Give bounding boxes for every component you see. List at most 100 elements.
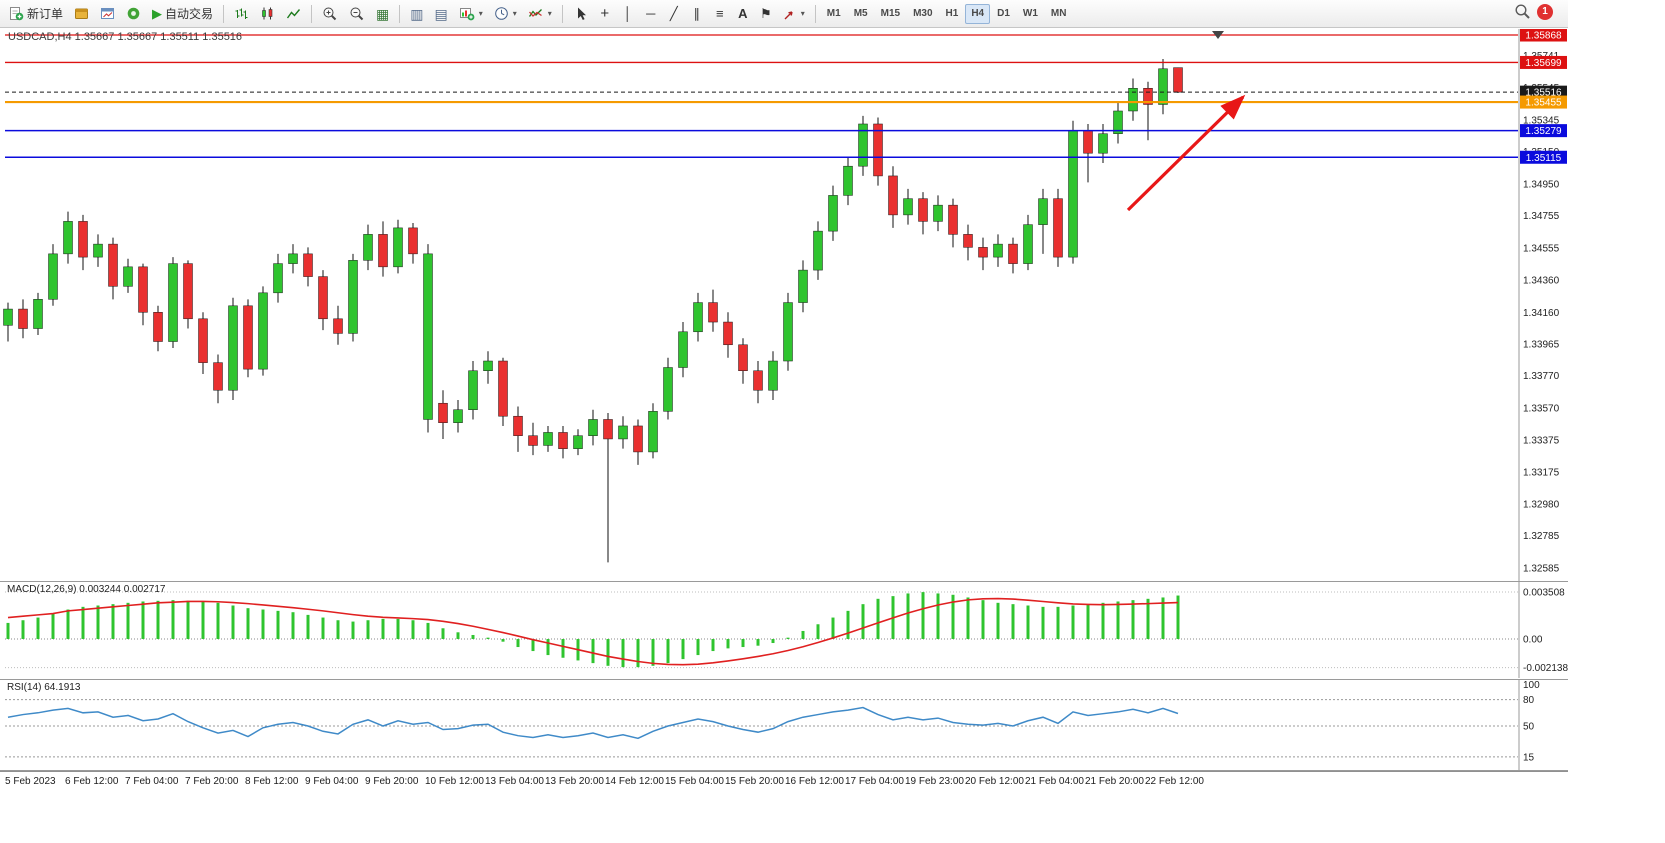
- channel-tool-button[interactable]: ∥: [686, 3, 708, 25]
- macd-histogram-bar: [201, 601, 205, 639]
- timeframe-M30[interactable]: M30: [907, 4, 938, 24]
- candle: [1053, 188, 1063, 267]
- new-order-button[interactable]: 新订单: [4, 3, 68, 25]
- candle: [783, 292, 793, 371]
- dropdown-caret: ▾: [512, 9, 517, 18]
- time-label: 5 Feb 2023: [5, 776, 56, 787]
- rsi-label: RSI(14) 64.1913: [7, 682, 80, 693]
- tile-windows-button[interactable]: ▥: [405, 3, 428, 25]
- time-label: 13 Feb 20:00: [545, 776, 604, 787]
- candle: [1068, 120, 1078, 264]
- trendline-tool-button[interactable]: ╱: [663, 3, 685, 25]
- macd-histogram-bar: [111, 604, 115, 639]
- macd-histogram-bar: [321, 617, 325, 639]
- chart-window-button[interactable]: [95, 3, 120, 25]
- price-level-box: 1.35516: [1520, 85, 1567, 99]
- macd-histogram-bar: [96, 605, 100, 639]
- time-label: 8 Feb 12:00: [245, 776, 299, 787]
- cursor-tool-button[interactable]: [568, 3, 593, 25]
- timeframe-H4[interactable]: H4: [965, 3, 991, 24]
- notifications-badge[interactable]: 1: [1537, 3, 1553, 20]
- candle: [918, 192, 928, 235]
- timeframe-D1[interactable]: D1: [991, 4, 1016, 24]
- candle: [708, 289, 718, 332]
- line-chart-button[interactable]: [281, 3, 306, 25]
- candle: [273, 253, 283, 303]
- candlestick-chart-button[interactable]: [255, 3, 280, 25]
- candle: [1083, 123, 1093, 183]
- candlestick-chart-icon: [262, 7, 273, 20]
- zoom-out-button[interactable]: [344, 3, 370, 25]
- macd-histogram-bar: [831, 617, 835, 639]
- new-chart-button[interactable]: ▾: [454, 3, 488, 25]
- timeframe-M15[interactable]: M15: [875, 4, 906, 24]
- tile-windows-icon: ▥: [410, 5, 424, 22]
- timeframe-M5[interactable]: M5: [848, 4, 874, 24]
- toolbar-separator: [399, 4, 401, 23]
- zoom-in-button[interactable]: [317, 3, 343, 25]
- timeframe-H1[interactable]: H1: [940, 4, 965, 24]
- text-tool-icon: A: [738, 6, 748, 21]
- vertical-line-tool-button[interactable]: │: [617, 3, 639, 25]
- chart-shift-marker[interactable]: [1212, 31, 1224, 39]
- indicators-button[interactable]: ▾: [523, 3, 557, 25]
- macd-histogram-bar: [456, 632, 460, 639]
- macd-histogram-bar: [516, 638, 520, 648]
- macd-panel[interactable]: 0.003508 0.00 -0.002138: [0, 581, 1568, 678]
- macd-histogram-bar: [546, 638, 550, 656]
- macd-histogram-bar: [561, 638, 565, 658]
- time-label: 9 Feb 20:00: [365, 776, 419, 787]
- timeframe-M1[interactable]: M1: [821, 4, 847, 24]
- candle: [648, 403, 658, 459]
- candle: [618, 416, 628, 449]
- horizontal-line-tool-button[interactable]: ─: [640, 3, 662, 25]
- macd-histogram-bar: [1086, 604, 1090, 639]
- macd-scale-label: 0.00: [1523, 634, 1543, 645]
- autotrading-button[interactable]: ▶ 自动交易: [147, 3, 218, 25]
- time-label: 21 Feb 04:00: [1025, 776, 1084, 787]
- timeframe-W1[interactable]: W1: [1017, 4, 1044, 24]
- strategy-tester-button[interactable]: ▦: [371, 3, 394, 25]
- timeframe-MN[interactable]: MN: [1045, 4, 1073, 24]
- macd-histogram-bar: [171, 600, 175, 639]
- candlestick-chart[interactable]: 1.357411.355451.353451.351501.349501.347…: [0, 29, 1568, 581]
- macd-histogram-bar: [936, 593, 940, 639]
- market-watch-button[interactable]: [69, 3, 94, 25]
- candle: [408, 223, 418, 264]
- macd-name: MACD(12,26,9): [7, 584, 77, 595]
- periods-button[interactable]: ▾: [489, 3, 522, 25]
- price-level-box: 1.35699: [1520, 55, 1567, 69]
- bar-chart-button[interactable]: [229, 3, 254, 25]
- search-icon[interactable]: [1514, 3, 1531, 20]
- dropdown-caret: ▾: [478, 9, 483, 18]
- toolbar-separator: [311, 4, 313, 23]
- candle: [498, 357, 508, 426]
- label-tool-icon: ⚑: [759, 6, 772, 21]
- macd-signal-value: 0.002717: [123, 584, 166, 595]
- grid-icon: ▦: [376, 5, 390, 22]
- cascade-windows-button[interactable]: ▤: [430, 3, 453, 25]
- candle: [198, 312, 208, 374]
- time-label: 21 Feb 20:00: [1085, 776, 1144, 787]
- fibonacci-tool-button[interactable]: ≡: [709, 3, 731, 25]
- macd-histogram-bar: [291, 612, 295, 639]
- macd-histogram-bar: [126, 602, 130, 639]
- svg-text:1.35279: 1.35279: [1525, 126, 1562, 137]
- toolbar-separator: [561, 4, 563, 23]
- crosshair-tool-button[interactable]: +: [594, 3, 616, 25]
- arrow-annotation[interactable]: [1126, 94, 1246, 212]
- dropdown-caret: ▾: [800, 9, 805, 18]
- macd-histogram-bar: [621, 638, 625, 668]
- text-tool-button[interactable]: A: [732, 3, 754, 25]
- label-tool-button[interactable]: ⚑: [755, 3, 777, 25]
- candle: [228, 297, 238, 400]
- rsi-panel[interactable]: 100 80 50 15: [0, 679, 1568, 771]
- candle: [483, 351, 493, 384]
- arrows-tool-button[interactable]: ▾: [778, 3, 810, 25]
- community-button[interactable]: [121, 3, 146, 25]
- svg-text:1.35115: 1.35115: [1526, 153, 1562, 164]
- macd-histogram-bar: [921, 592, 925, 639]
- candle: [423, 244, 433, 433]
- time-axis[interactable]: 5 Feb 2023 6 Feb 12:00 7 Feb 04:00 7 Feb 20…: [0, 771, 1568, 792]
- trendline-icon: ╱: [669, 6, 678, 21]
